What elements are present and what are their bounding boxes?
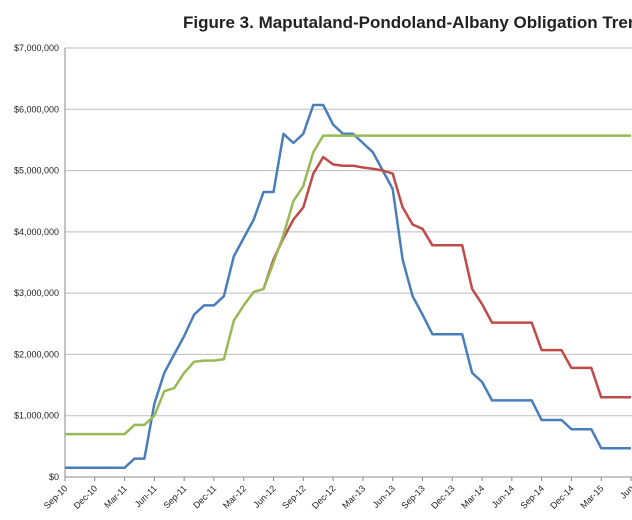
x-tick-label: Jun-13 (371, 483, 398, 510)
chart-title: Figure 3. Maputaland-Pondoland-Albany Ob… (183, 13, 632, 32)
series-line (65, 103, 631, 470)
y-tick-label: $3,000,000 (14, 288, 59, 298)
y-tick-label: $5,000,000 (14, 166, 59, 176)
x-tick-label: Dec-13 (429, 483, 457, 511)
y-tick-label: $2,000,000 (14, 349, 59, 359)
y-tick-label: $1,000,000 (14, 411, 59, 421)
x-tick-label: Dec-11 (191, 483, 218, 510)
y-tick-label: $7,000,000 (14, 43, 59, 53)
x-tick-label: Jun-11 (133, 483, 159, 509)
x-tick-label: Jun-12 (251, 483, 278, 510)
series-line (65, 134, 631, 436)
x-tick-label: Sep-13 (399, 483, 427, 511)
x-tick-label: Jun (618, 483, 632, 500)
x-tick-label: Sep-14 (518, 483, 546, 511)
x-tick-label: Mar-15 (578, 483, 605, 510)
x-tick-label: Sep-11 (161, 483, 188, 510)
series-line (262, 155, 631, 399)
x-tick-label: Mar-13 (340, 483, 367, 510)
x-tick-label: Jun-14 (490, 483, 517, 510)
x-tick-label: Sep-12 (280, 483, 308, 511)
y-tick-label: $6,000,000 (14, 104, 59, 114)
x-tick-label: Dec-12 (310, 483, 338, 511)
x-tick-label: Mar-14 (459, 483, 486, 510)
x-tick-label: Mar-12 (221, 483, 248, 510)
y-tick-label: $4,000,000 (14, 227, 59, 237)
y-tick-label: $0 (49, 472, 59, 482)
x-tick-label: Mar-11 (102, 483, 129, 510)
x-tick-label: Dec-14 (548, 483, 576, 511)
x-tick-label: Sep-10 (42, 483, 70, 511)
x-tick-label: Dec-10 (72, 483, 100, 511)
